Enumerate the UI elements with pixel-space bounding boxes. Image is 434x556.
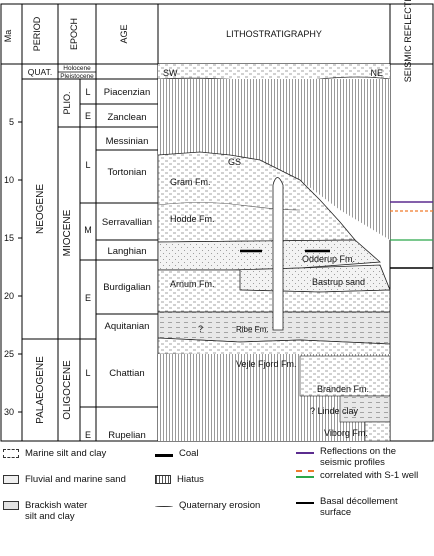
legend-hiatus: Hiatus — [155, 474, 204, 485]
hiatus-upper — [158, 79, 390, 240]
age-messinian: Messinian — [106, 136, 149, 147]
legend-correlated: correlated with S-1 well — [296, 470, 418, 481]
legend-fluvial-marine-sand: Fluvial and marine sand — [3, 474, 126, 485]
marine-swatch-icon — [3, 449, 19, 458]
epoch-pleistocene: Pleistocene — [60, 73, 94, 80]
ma-axis: 5 10 15 20 25 30 — [4, 117, 22, 417]
legend-label: Fluvial and marine sand — [25, 474, 126, 485]
epoch-pliocene: PLIO. — [62, 91, 72, 114]
formation-vejle: Vejle Fjord Fm. — [236, 359, 297, 369]
litho-panel: SW NE GS Gram Fm. Hodde Fm. Odderup Fm. … — [157, 64, 391, 442]
period-neogene: NEOGENE — [35, 184, 46, 234]
sub-epoch-mio-l: L — [85, 160, 90, 170]
sub-epoch-mio-e: E — [85, 293, 91, 303]
formation-hodde: Hodde Fm. — [170, 214, 215, 224]
viborg-block — [364, 421, 391, 442]
header-age: AGE — [119, 24, 129, 43]
legend-basal: Basal décollement surface — [296, 496, 398, 518]
header-seismic: SEISMIC REFLECTION — [403, 0, 413, 82]
period-palaeogene: PALAEOGENE — [35, 356, 46, 424]
legend-quaternary-erosion: Quaternary erosion — [155, 500, 260, 511]
legend-label: Hiatus — [177, 474, 204, 485]
formation-gram: Gram Fm. — [170, 177, 211, 187]
diapir-conduit — [272, 177, 284, 331]
quaternary-layer — [158, 64, 390, 79]
age-tortonian: Tortonian — [107, 167, 146, 178]
formation-arnum: Arnum Fm. — [170, 279, 215, 289]
formation-question: ? — [198, 324, 203, 334]
coal-line-icon — [155, 454, 173, 457]
epoch-holocene: Holocene — [63, 65, 91, 72]
erosion-line-icon — [155, 506, 173, 507]
epoch-oligocene: OLIGOCENE — [62, 360, 73, 420]
orange-dash-icon — [296, 470, 314, 472]
green-line-icon — [296, 476, 314, 478]
sub-epoch-plio-e: E — [85, 111, 91, 121]
direction-ne: NE — [370, 68, 383, 78]
legend-reflections: Reflections on the seismic profiles — [296, 446, 396, 468]
sub-epoch-olig-l: L — [85, 368, 90, 378]
legend-coal: Coal — [155, 448, 199, 459]
age-rupelian: Rupelian — [108, 430, 146, 441]
seismic-column — [390, 201, 433, 269]
age-chattian: Chattian — [109, 368, 144, 379]
ma-tick-label: 20 — [4, 291, 14, 301]
period-quat: QUAT. — [28, 67, 52, 77]
age-burdigalian: Burdigalian — [103, 282, 151, 293]
legend-label: Coal — [179, 448, 199, 459]
ma-tick-label: 5 — [9, 117, 14, 127]
sub-epoch-mio-m: M — [84, 225, 92, 235]
ma-tick-label: 25 — [4, 349, 14, 359]
legend-label: Marine silt and clay — [25, 448, 107, 459]
epoch-miocene: MIOCENE — [62, 209, 73, 256]
legend-orange-dash — [296, 464, 320, 472]
formation-branden: Branden Fm. — [317, 384, 369, 394]
legend: Marine silt and clay Fluvial and marine … — [0, 440, 434, 556]
hiatus-swatch-icon — [155, 475, 171, 484]
formation-viborg: Viborg Fm. — [324, 428, 368, 438]
legend-label: Quaternary erosion — [179, 500, 261, 511]
age-serravallian: Serravallian — [102, 217, 152, 228]
sand-swatch-icon — [3, 475, 19, 484]
header-epoch: EPOCH — [69, 18, 79, 50]
age-column: Piacenzian Zanclean Messinian Tortonian … — [96, 87, 158, 441]
legend-marine-silt-clay: Marine silt and clay — [3, 448, 106, 459]
sub-epoch-plio-l: L — [85, 87, 90, 97]
formation-ribe: Ribe Fm. — [236, 325, 268, 334]
sub-epoch-olig-e: E — [85, 430, 91, 440]
formation-bastrup: Bastrup sand — [312, 277, 365, 287]
direction-sw: SW — [163, 68, 178, 78]
header-litho: LITHOSTRATIGRAPHY — [226, 29, 322, 39]
ma-tick-label: 15 — [4, 233, 14, 243]
legend-brackish: Brackish water silt and clay — [3, 500, 87, 522]
ma-tick-label: 10 — [4, 175, 14, 185]
formation-gs: GS — [228, 157, 241, 167]
legend-label: Brackish water silt and clay — [25, 500, 88, 522]
bastrup-sand — [229, 264, 391, 293]
legend-label: correlated with S-1 well — [320, 470, 419, 481]
header-ma: Ma — [3, 30, 13, 43]
age-piacenzian: Piacenzian — [104, 87, 150, 98]
formation-linde: ? Linde clay — [310, 406, 359, 416]
brackish-swatch-icon — [3, 501, 19, 510]
gram-hodde-boundary — [157, 202, 301, 211]
formation-odderup: Odderup Fm. — [302, 254, 355, 264]
ma-tick-label: 30 — [4, 407, 14, 417]
header-period: PERIOD — [32, 16, 42, 51]
age-zanclean: Zanclean — [107, 112, 146, 123]
age-aquitanian: Aquitanian — [105, 321, 150, 332]
purple-line-icon — [296, 452, 314, 454]
legend-label: Reflections on the seismic profiles — [320, 446, 397, 468]
legend-label: Basal décollement surface — [320, 496, 398, 518]
age-langhian: Langhian — [107, 246, 146, 257]
black-line-icon — [296, 502, 314, 504]
